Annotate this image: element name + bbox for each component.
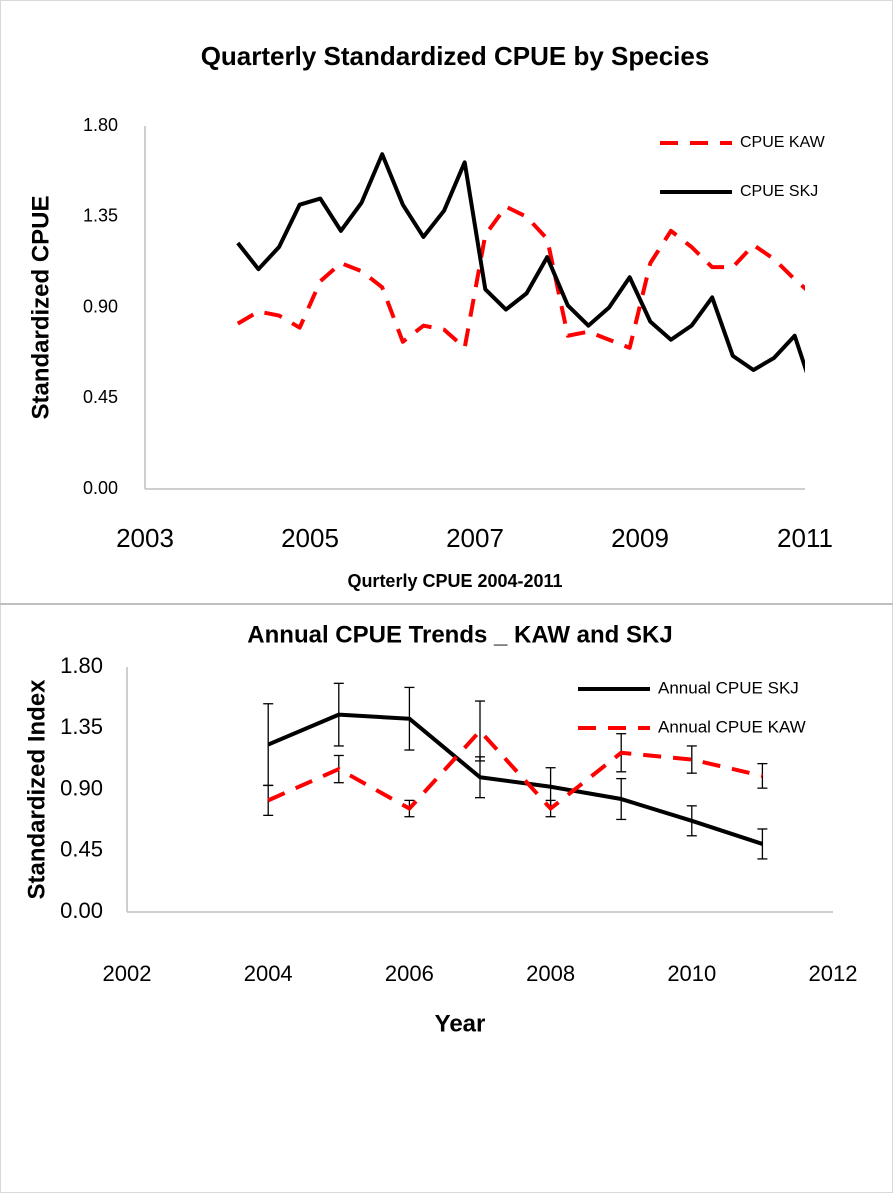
- x-axis-label: Year: [435, 1010, 486, 1037]
- y-axis-label: Standardized CPUE: [27, 195, 54, 419]
- legend-label: Annual CPUE SKJ: [658, 678, 799, 697]
- legend-label: CPUE SKJ: [740, 183, 818, 200]
- x-axis-label: Qurterly CPUE 2004-2011: [347, 571, 562, 591]
- x-tick-label: 2009: [611, 523, 669, 553]
- y-axis-label: Standardized Index: [23, 679, 50, 900]
- x-tick-label: 2006: [385, 961, 434, 986]
- y-tick-label: 0.45: [60, 837, 103, 862]
- x-tick-label: 2011: [777, 523, 833, 553]
- x-tick-label: 2002: [103, 961, 152, 986]
- plot-area: [263, 682, 768, 860]
- y-tick-label: 1.80: [60, 653, 103, 678]
- plot-area: [236, 152, 805, 374]
- chart-title: Annual CPUE Trends _ KAW and SKJ: [247, 621, 672, 648]
- data-line: [236, 152, 805, 374]
- x-tick-label: 2004: [244, 961, 293, 986]
- error-bar: [686, 745, 697, 774]
- y-tick-label: 0.45: [83, 387, 118, 407]
- chart-title: Quarterly Standardized CPUE by Species: [201, 41, 710, 71]
- y-tick-label: 1.35: [83, 206, 118, 226]
- data-line: [267, 728, 763, 811]
- y-tick-label: 0.00: [60, 898, 103, 923]
- x-tick-label: 2003: [116, 523, 174, 553]
- x-tick-label: 2010: [667, 961, 716, 986]
- y-tick-label: 0.00: [83, 478, 118, 498]
- legend-label: Annual CPUE KAW: [658, 717, 806, 736]
- x-tick-label: 2007: [446, 523, 504, 553]
- data-line: [267, 712, 764, 846]
- y-tick-label: 1.80: [83, 115, 118, 135]
- x-tick-label: 2008: [526, 961, 575, 986]
- data-line: [236, 204, 805, 350]
- y-tick-label: 1.35: [60, 714, 103, 739]
- legend-label: CPUE KAW: [740, 134, 826, 151]
- y-tick-label: 0.90: [83, 296, 118, 316]
- y-tick-label: 0.90: [60, 775, 103, 800]
- x-tick-label: 2012: [809, 961, 858, 986]
- error-bar: [475, 700, 485, 762]
- x-tick-label: 2005: [281, 523, 339, 553]
